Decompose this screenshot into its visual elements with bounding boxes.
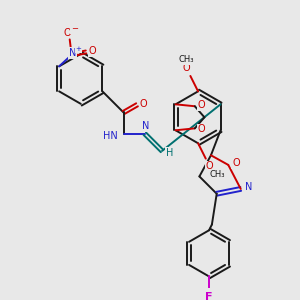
Text: CH₃: CH₃ <box>210 170 225 179</box>
Text: O: O <box>206 161 213 171</box>
Text: F: F <box>205 292 213 300</box>
Text: HN: HN <box>103 130 118 141</box>
Text: O: O <box>198 100 206 110</box>
Text: O: O <box>183 63 190 73</box>
Text: −: − <box>71 24 78 33</box>
Text: O: O <box>89 46 97 56</box>
Text: +: + <box>75 46 81 52</box>
Text: O: O <box>64 28 72 38</box>
Text: O: O <box>140 99 148 109</box>
Text: O: O <box>198 124 206 134</box>
Text: N: N <box>69 48 76 58</box>
Text: O: O <box>232 158 240 168</box>
Text: N: N <box>245 182 252 192</box>
Text: H: H <box>166 148 173 158</box>
Text: N: N <box>142 121 149 131</box>
Text: CH₃: CH₃ <box>179 55 194 64</box>
